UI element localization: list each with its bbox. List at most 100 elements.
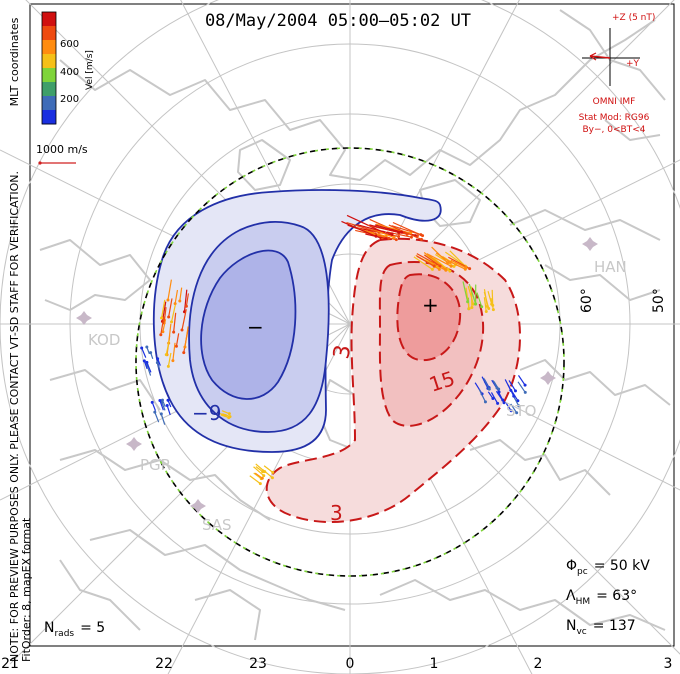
velocity-vector [462, 281, 469, 302]
velocity-vector-origin [149, 351, 153, 355]
velocity-vector-origin [166, 298, 170, 302]
velocity-vector [163, 307, 167, 324]
contour-label-dawn-outer: 3 [329, 343, 356, 361]
preview-note-line2: FitOrder: 8, mapEX format [20, 517, 33, 662]
mlt-tick-1: 1 [430, 656, 439, 672]
mlt-tick-22: 22 [155, 656, 173, 672]
stat-lambda-hm: ΛHM = 63° [566, 588, 637, 607]
velocity-vector [508, 380, 516, 392]
velocity-vector [491, 289, 494, 306]
velocity-vector-origin [509, 409, 513, 413]
velocity-vector-origin [171, 359, 175, 363]
velocity-vector [346, 222, 380, 233]
colorbar-segment [42, 26, 56, 41]
velocity-vector [356, 223, 393, 235]
velocity-vector [151, 402, 157, 411]
velocity-vector-origin [470, 306, 474, 310]
velocity-vector [467, 285, 474, 305]
velocity-vector-origin [487, 306, 491, 310]
velocity-vector [181, 309, 187, 331]
velocity-vector-origin [449, 260, 453, 264]
velocity-vector [428, 260, 447, 271]
velocity-vector-origin [158, 399, 162, 403]
velocity-vector-origin [471, 302, 475, 306]
colorbar-segment [42, 40, 56, 55]
velocity-vector-origin [409, 235, 413, 239]
velocity-vector [162, 319, 167, 332]
velocity-vector [433, 257, 451, 272]
velocity-vector-origin [270, 476, 274, 480]
velocity-vector [166, 405, 171, 416]
velocity-vector [413, 256, 433, 270]
velocity-vector-origin [140, 346, 144, 350]
svg-text:ΛHM= 63°: ΛHM = 63° [566, 588, 637, 607]
velocity-vector-origin [170, 320, 174, 324]
velocity-vector-origin [430, 267, 434, 271]
velocity-vector [468, 283, 477, 305]
velocity-vector [255, 463, 266, 473]
potential-max-marker: + [422, 293, 439, 317]
colorbar-segment [42, 54, 56, 69]
velocity-vector-origin [415, 234, 419, 238]
velocity-vector [428, 254, 447, 270]
velocity-vector-origin [523, 390, 527, 394]
velocity-vector-origin [483, 400, 487, 404]
velocity-vector-origin [452, 264, 456, 268]
velocity-vector-origin [145, 360, 149, 364]
velocity-vector-origin [467, 307, 471, 311]
velocity-vector [341, 220, 377, 237]
svg-text:Φpc= 50 kV: Φpc = 50 kV [566, 558, 650, 577]
hm-boundary-green [135, 147, 565, 577]
velocity-vector-origin [153, 410, 157, 414]
velocity-vector-origin [491, 308, 495, 312]
velocity-vector-origin [160, 316, 164, 320]
velocity-vectors [140, 214, 527, 486]
velocity-vector-origin [180, 328, 184, 332]
imf-source: OMNI IMF [593, 97, 636, 107]
colorbar-segment [42, 82, 56, 97]
velocity-vector [483, 289, 488, 307]
imf-condition: By−, 0<BT<4 [583, 125, 646, 135]
dusk-contour-inner [200, 249, 297, 400]
velocity-vector [154, 411, 160, 423]
velocity-vector [517, 381, 526, 393]
velocity-vector [416, 255, 435, 267]
velocity-vector-origin [182, 351, 186, 355]
mlt-tick-21: 21 [1, 656, 19, 672]
colorbar-segment [42, 110, 56, 125]
velocity-vector [416, 253, 434, 264]
station-label-pgr: PGR [140, 456, 171, 474]
velocity-vector-origin [485, 304, 489, 308]
imf-model: Stat Mod: RG96 [579, 113, 650, 123]
potential-min-marker: − [247, 315, 264, 339]
velocity-vector-origin [227, 412, 231, 416]
latitude-label-50: 50° [651, 288, 667, 313]
colorbar-unit-label: Vel [m/s] [85, 50, 95, 90]
svg-text:Nvc= 137: Nvc = 137 [566, 618, 636, 637]
dusk-cell [152, 189, 442, 453]
velocity-vector [517, 375, 526, 386]
mlt-tick-23: 23 [249, 656, 267, 672]
mlt-tick-3: 3 [664, 656, 673, 672]
velocity-vector-origin [166, 398, 170, 402]
velocity-vector [510, 403, 518, 414]
velocity-vector-origin [495, 386, 499, 390]
velocity-vector-origin [156, 357, 160, 361]
velocity-vector [449, 250, 468, 268]
velocity-vector [170, 304, 176, 322]
velocity-vector [374, 224, 402, 233]
velocity-vector-origin [150, 400, 154, 404]
coords-label: MLT coordinates [8, 17, 21, 106]
velocity-vector [184, 326, 189, 348]
velocity-vector-origin [502, 401, 506, 405]
velocity-vector [160, 299, 166, 319]
imf-z-label: +Z (5 nT) [612, 13, 655, 23]
velocity-vector [476, 292, 483, 307]
velocity-vector-origin [159, 333, 163, 337]
velocity-vector-origin [392, 235, 396, 239]
velocity-vector [424, 254, 441, 267]
velocity-vector-origin [490, 302, 494, 306]
station-label-kod: KOD [88, 331, 120, 349]
velocity-vector [388, 224, 422, 240]
